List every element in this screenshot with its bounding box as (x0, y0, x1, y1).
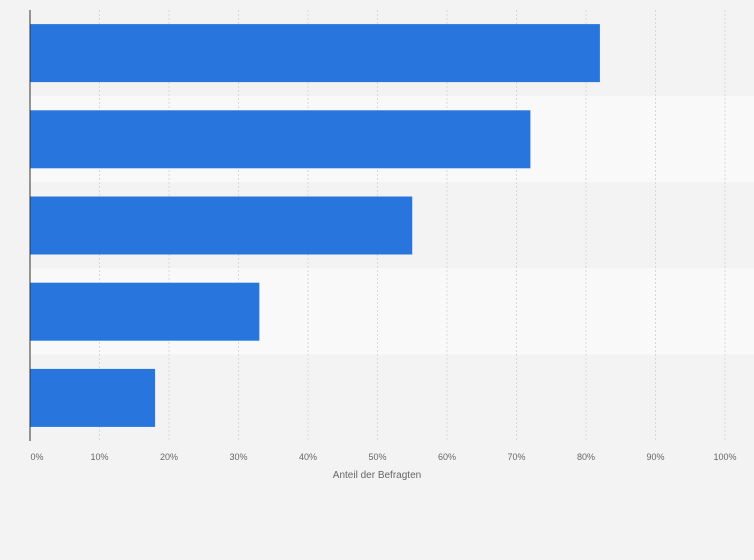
x-tick-label: 30% (229, 452, 247, 462)
x-tick-label: 60% (438, 452, 456, 462)
x-tick-label: 70% (507, 452, 525, 462)
x-tick-label: 100% (713, 452, 736, 462)
x-tick-label: 80% (577, 452, 595, 462)
x-axis-label: Anteil der Befragten (333, 470, 421, 481)
x-tick-label: 10% (90, 452, 108, 462)
bar (30, 196, 413, 255)
x-tick-label: 20% (160, 452, 178, 462)
bar (30, 24, 600, 83)
x-tick-label: 0% (30, 452, 43, 462)
x-tick-label: 90% (646, 452, 664, 462)
bar (30, 110, 531, 169)
x-tick-label: 40% (299, 452, 317, 462)
x-tick-label: 50% (368, 452, 386, 462)
bar (30, 282, 260, 341)
bar (30, 368, 156, 427)
